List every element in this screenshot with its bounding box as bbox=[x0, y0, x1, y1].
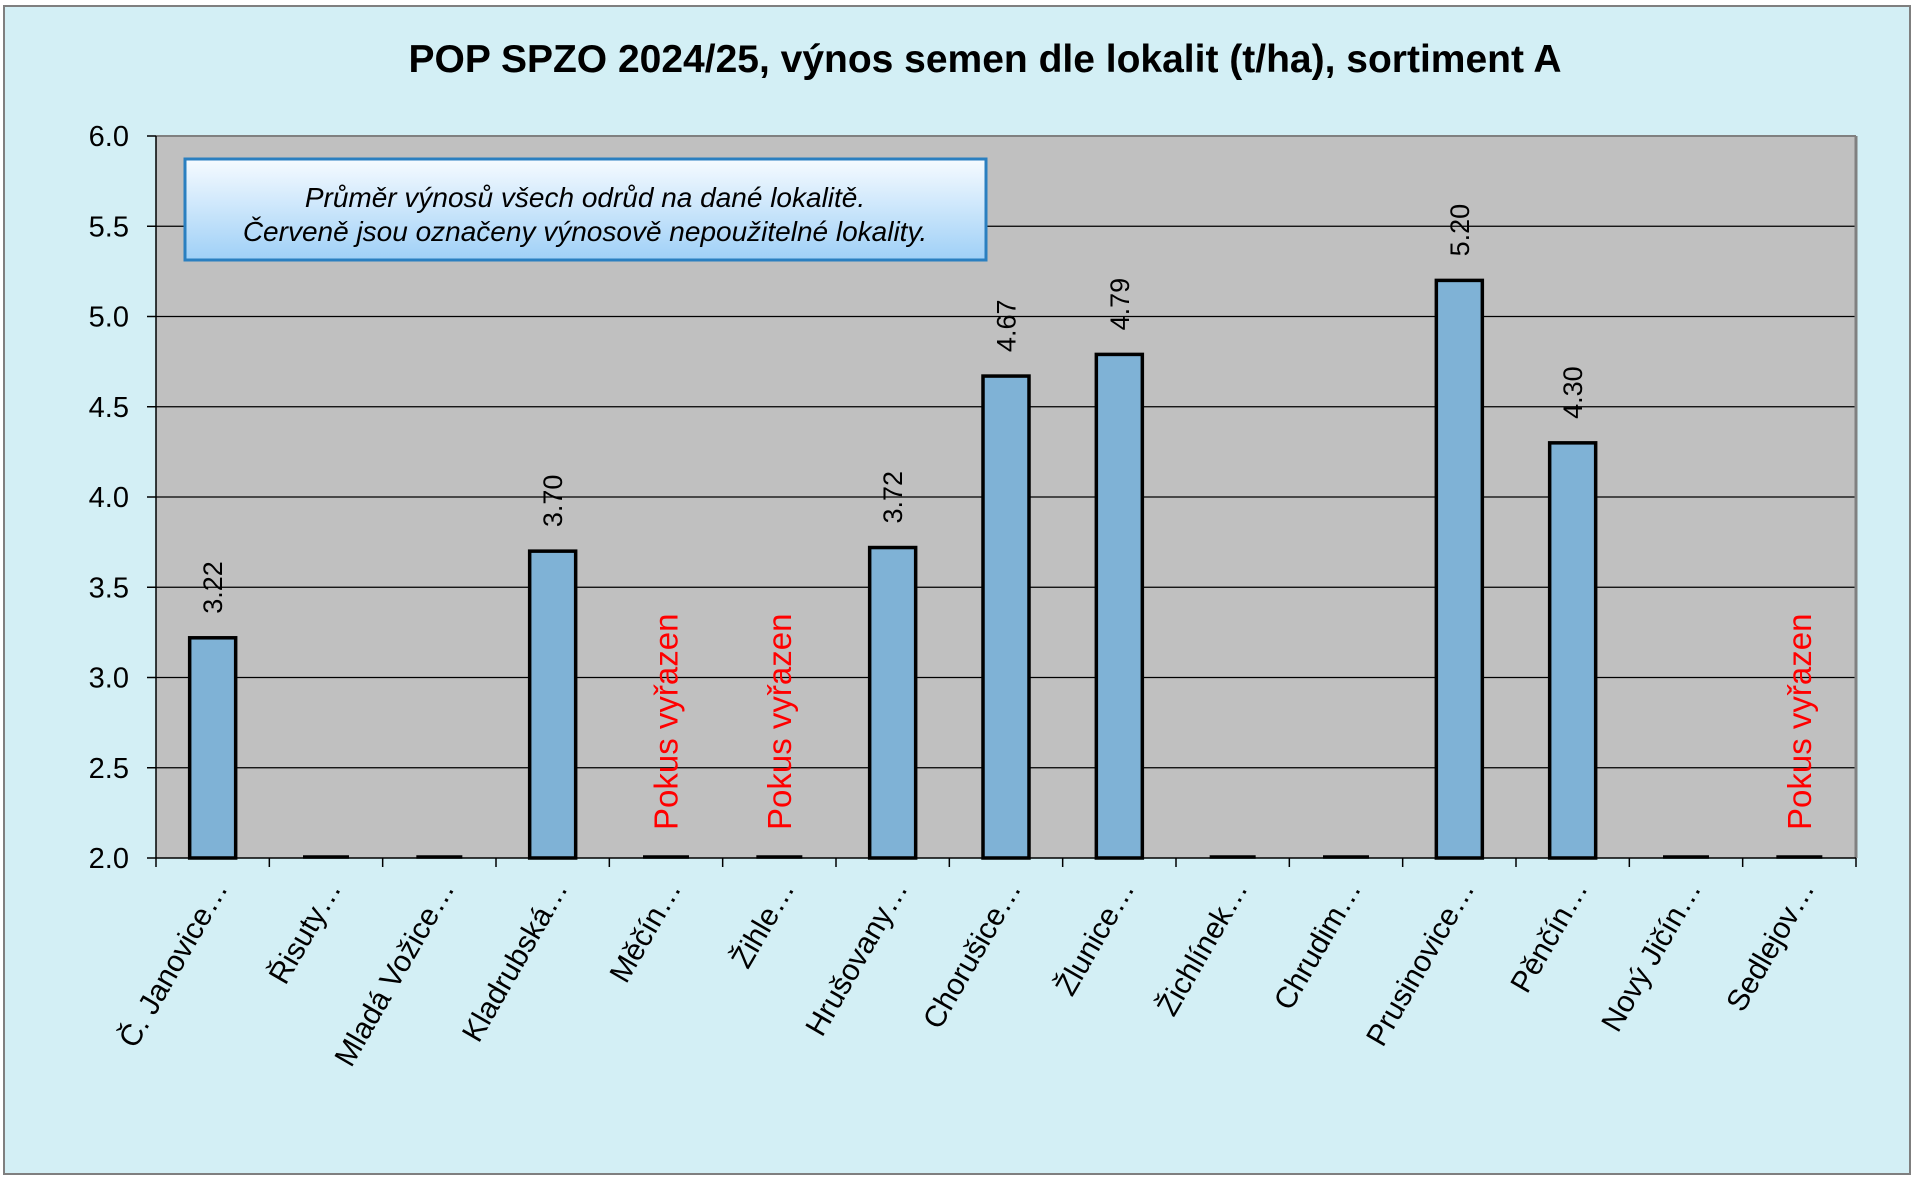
bar bbox=[1547, 441, 1598, 860]
y-tick-label: 5.0 bbox=[89, 302, 129, 334]
data-label: 3.22 bbox=[198, 561, 228, 614]
annotation-background bbox=[183, 157, 988, 262]
bar bbox=[1434, 278, 1485, 860]
excluded-labels: Pokus vyřazen Pokus vyřazen Pokus vyřazen bbox=[648, 614, 1818, 830]
annotation-line-2: Červeně jsou označeny výnosově nepoužite… bbox=[243, 216, 927, 247]
annotation-line-1: Průměr výnosů všech odrůd na dané lokali… bbox=[305, 182, 865, 213]
y-tick-label: 2.0 bbox=[89, 843, 129, 875]
data-label: 4.30 bbox=[1558, 366, 1588, 419]
y-tick-label: 4.5 bbox=[89, 392, 129, 424]
data-label: 5.20 bbox=[1445, 204, 1475, 257]
axes-group bbox=[147, 135, 1858, 867]
bar bbox=[187, 636, 238, 860]
annotation-box: Průměr výnosů všech odrůd na dané lokali… bbox=[183, 157, 988, 262]
bars-group bbox=[187, 278, 1823, 860]
data-labels: 3.22 3.70 3.72 4.67 4.79 5.20 4.30 bbox=[198, 204, 1588, 614]
data-label: 3.72 bbox=[878, 471, 908, 524]
y-tick-label: 6.0 bbox=[89, 121, 129, 153]
bar bbox=[527, 549, 578, 860]
bar bbox=[867, 545, 918, 860]
y-tick-label: 4.0 bbox=[89, 482, 129, 514]
excluded-label: Pokus vyřazen bbox=[761, 614, 798, 830]
y-tick-label: 3.0 bbox=[89, 663, 129, 695]
data-label: 4.67 bbox=[991, 300, 1021, 353]
y-tick-label: 3.5 bbox=[89, 572, 129, 604]
bar bbox=[981, 374, 1031, 860]
excluded-label: Pokus vyřazen bbox=[1781, 614, 1818, 830]
y-tick-labels: 6.0 5.5 5.0 4.5 4.0 3.5 3.0 2.5 2.0 bbox=[89, 121, 129, 875]
data-label: 3.70 bbox=[538, 475, 568, 528]
excluded-label: Pokus vyřazen bbox=[648, 614, 685, 830]
y-tick-label: 5.5 bbox=[89, 211, 129, 243]
bar bbox=[1094, 352, 1145, 860]
data-label: 4.79 bbox=[1105, 278, 1135, 331]
y-tick-label: 2.5 bbox=[89, 753, 129, 785]
chart-title: POP SPZO 2024/25, výnos semen dle lokali… bbox=[408, 38, 1561, 81]
